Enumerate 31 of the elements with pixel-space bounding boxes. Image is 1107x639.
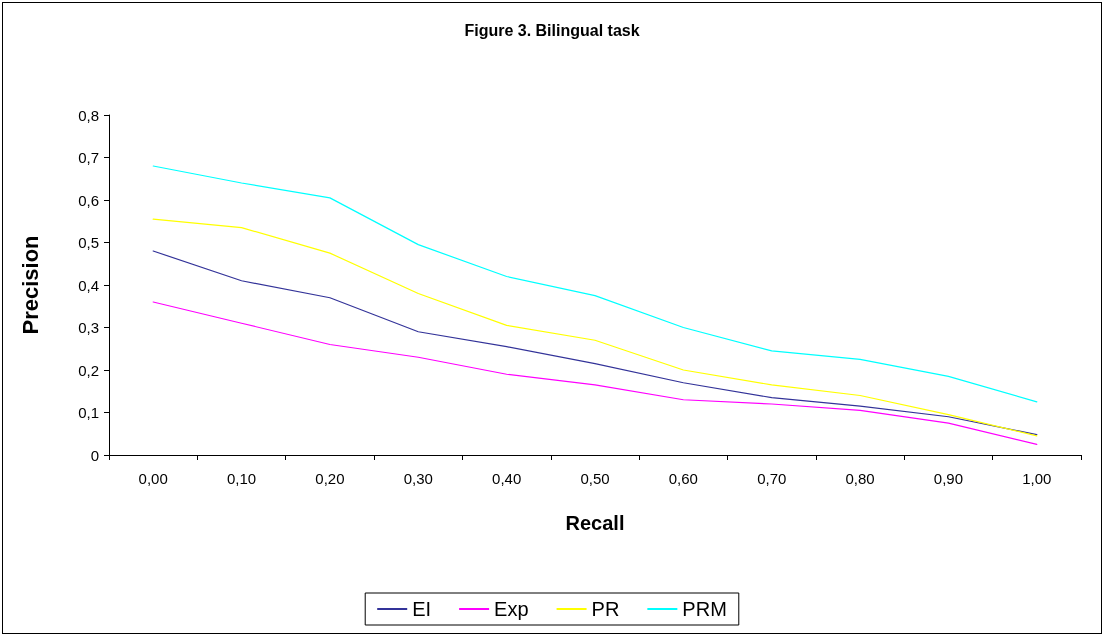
y-tick-label: 0,3	[78, 319, 99, 336]
y-tick-label: 0,8	[78, 106, 99, 124]
x-tick-label: 0,80	[845, 470, 875, 487]
y-tick-label: 0,5	[78, 234, 99, 251]
line-series	[152, 250, 1038, 436]
chart-title: Figure 3. Bilingual task	[464, 21, 640, 39]
y-tick-label: 0,4	[78, 276, 99, 294]
x-axis-title: Recall	[565, 512, 625, 534]
y-tick-label: 0	[90, 446, 99, 464]
x-tick-label: 0,20	[315, 470, 345, 487]
x-tick-label: 0,70	[757, 470, 787, 487]
x-tick-label: 0,30	[403, 470, 433, 487]
x-tick-label: 0,60	[668, 470, 698, 487]
line-series	[152, 301, 1038, 445]
y-axis-title: Precision	[17, 235, 43, 335]
line-series	[152, 218, 1038, 437]
line-series	[152, 165, 1038, 403]
x-tick-label: 0,10	[226, 470, 257, 487]
x-tick-label: 0,00	[138, 470, 168, 487]
x-tick-label: 0,90	[933, 470, 964, 487]
y-tick-label: 0,1	[78, 404, 99, 421]
x-tick-label: 0,50	[580, 470, 610, 487]
legend-label: EI	[412, 598, 432, 620]
legend-label: PR	[591, 598, 620, 620]
x-tick-label: 1,00	[1022, 470, 1052, 487]
y-tick-label: 0,2	[78, 361, 99, 379]
y-tick-label: 0,7	[78, 149, 99, 166]
legend-label: PRM	[682, 598, 727, 620]
y-tick-label: 0,6	[78, 191, 99, 209]
x-tick-label: 0,40	[492, 470, 522, 487]
legend-label: Exp	[494, 598, 529, 620]
